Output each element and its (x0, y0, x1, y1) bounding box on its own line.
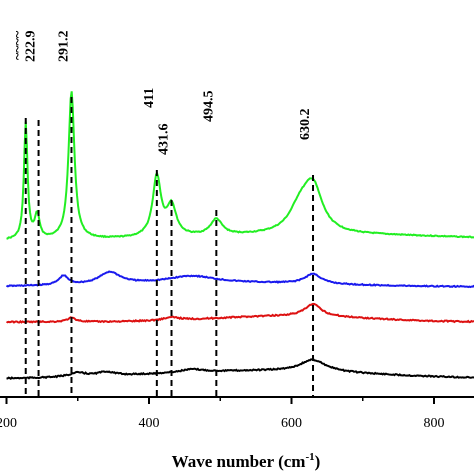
peak-label-2: 222.9 (24, 31, 39, 63)
x-tick-layer: 200400600800100012001400 (0, 397, 445, 431)
x-tick-label-1: 200 (0, 416, 17, 431)
peak-label-7: 630.2 (298, 109, 313, 141)
series-line-3 (6, 302, 474, 324)
x-axis-title: Wave number (cm-1) (172, 451, 321, 471)
peak-label-3: 291.2 (56, 31, 71, 63)
peak-label-5: 431.6 (157, 124, 172, 156)
x-tick-label-3: 600 (281, 416, 302, 431)
x-tick-label-4: 800 (424, 416, 445, 431)
series-line-4 (6, 357, 474, 380)
series-line-1 (6, 91, 474, 240)
series-layer (5, 91, 474, 380)
series-line-2 (5, 270, 474, 289)
peak-label-1: ~~~~ (11, 30, 26, 60)
peak-label-4: 411 (142, 88, 157, 108)
peak-label-6: 494.5 (201, 91, 216, 123)
x-tick-label-2: 400 (139, 416, 160, 431)
